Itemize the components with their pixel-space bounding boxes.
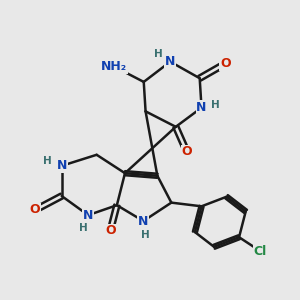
Text: H: H [154,49,163,58]
Text: O: O [105,224,116,238]
Text: N: N [56,159,67,172]
Text: O: O [30,203,40,217]
Text: Cl: Cl [254,245,267,258]
Text: N: N [138,214,148,227]
Text: H: H [80,223,88,233]
Text: O: O [182,145,192,158]
Text: H: H [211,100,220,110]
Text: H: H [141,230,150,240]
Text: O: O [220,57,231,70]
Text: NH₂: NH₂ [101,60,127,73]
Text: N: N [165,55,175,68]
Text: N: N [83,208,93,222]
Text: N: N [196,101,207,114]
Text: H: H [43,156,52,167]
